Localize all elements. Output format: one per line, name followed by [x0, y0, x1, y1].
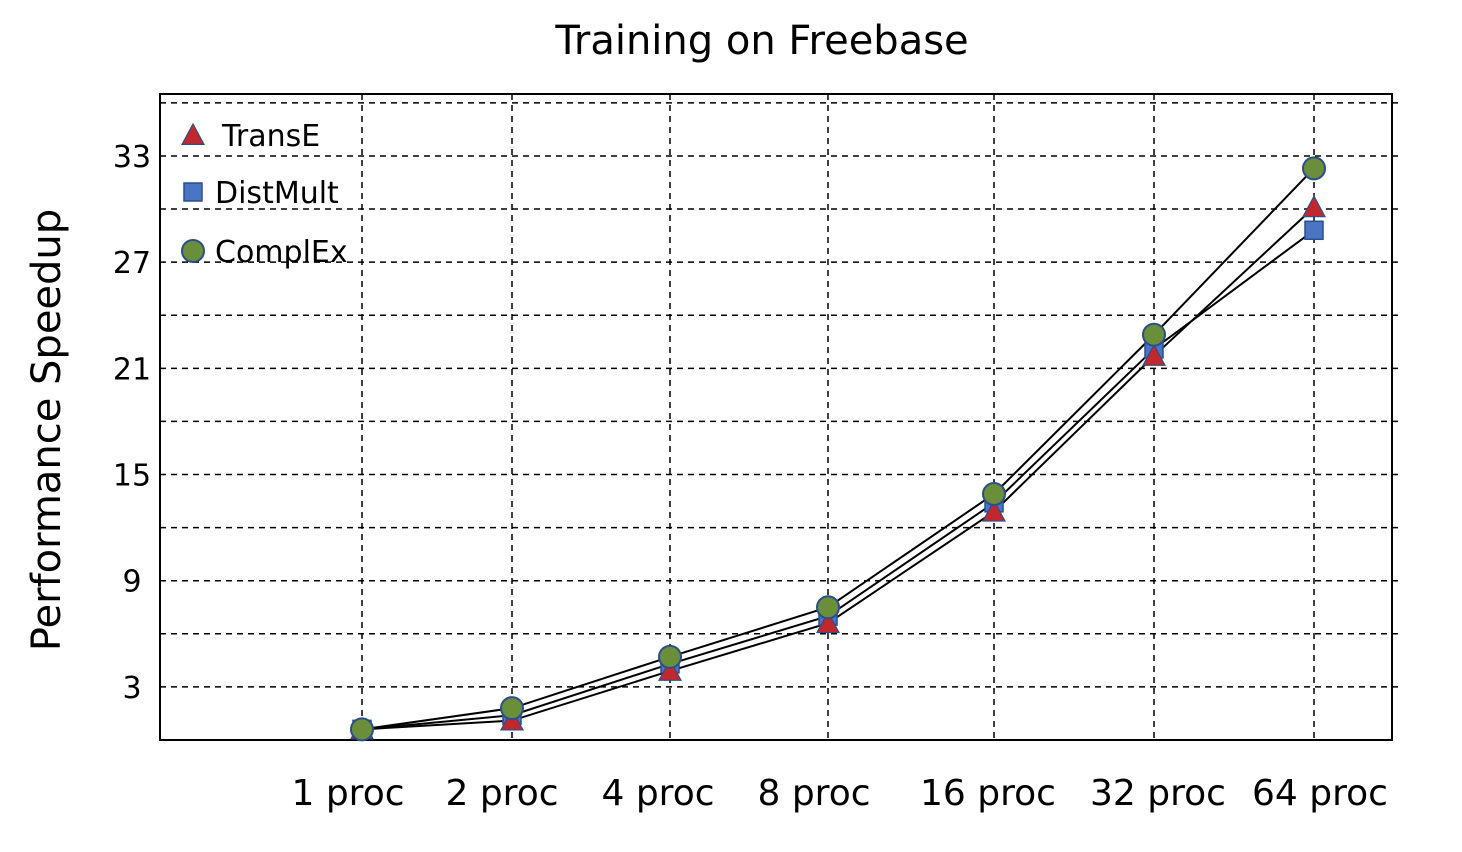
x-tick-label: 64 proc — [1252, 773, 1388, 814]
legend-label-distmult: DistMult — [215, 176, 339, 211]
chart-title: Training on Freebase — [554, 18, 968, 64]
x-axis-ticks: 1 proc 2 proc 4 proc 8 proc 16 proc 32 proc 64… — [291, 773, 1387, 814]
data-point-transe — [981, 499, 1007, 522]
y-tick-label: 33 — [113, 140, 151, 175]
data-point-transe — [657, 658, 683, 681]
x-tick-label: 2 proc — [445, 773, 558, 814]
data-point-complex — [982, 481, 1006, 506]
x-tick-label: 8 proc — [757, 773, 870, 814]
legend: TransE DistMult ComplEx — [180, 119, 348, 270]
y-tick-label: 9 — [122, 565, 141, 600]
x-tick-label: 1 proc — [291, 773, 404, 814]
x-tick-label: 4 proc — [601, 773, 714, 814]
data-point-complex — [816, 595, 840, 620]
legend-marker-transe — [180, 122, 206, 145]
legend-marker-complex — [181, 239, 205, 263]
data-point-complex — [1142, 322, 1166, 347]
y-axis-ticks: 3 9 15 21 27 33 — [113, 140, 151, 706]
series-lines — [361, 167, 1315, 731]
y-tick-label: 3 — [122, 671, 141, 706]
series-line-transe — [361, 206, 1315, 731]
data-point-transe — [815, 610, 841, 634]
data-point-complex — [350, 717, 374, 742]
data-point-complex — [1302, 156, 1326, 181]
legend-label-complex: ComplEx — [215, 235, 348, 270]
series-line-complex — [361, 167, 1315, 731]
x-tick-label: 16 proc — [920, 773, 1056, 814]
plot-frame — [159, 93, 1393, 741]
legend-marker-distmult — [183, 182, 203, 202]
y-tick-label: 21 — [113, 352, 151, 387]
series-line-distmult — [361, 229, 1315, 731]
data-point-transe — [1141, 343, 1167, 366]
x-tick-label: 32 proc — [1090, 773, 1226, 814]
y-tick-label: 27 — [113, 246, 151, 281]
grid — [160, 94, 1400, 740]
data-point-complex — [500, 696, 524, 721]
legend-label-transe: TransE — [221, 119, 320, 154]
data-point-transe — [1301, 195, 1327, 218]
y-tick-label: 15 — [113, 459, 151, 494]
series-markers — [349, 156, 1327, 742]
data-point-complex — [658, 644, 682, 669]
y-axis-label: Performance Speedup — [24, 209, 70, 651]
data-point-distmult — [1304, 220, 1324, 241]
